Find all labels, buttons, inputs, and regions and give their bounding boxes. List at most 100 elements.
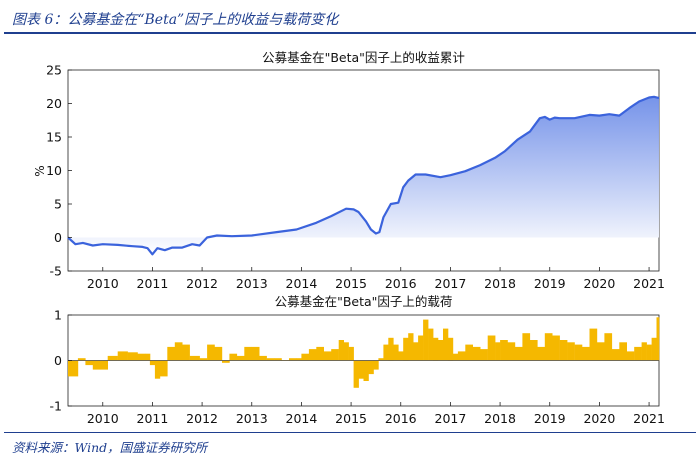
loading-bar [574, 344, 583, 361]
loading-bar [507, 342, 516, 361]
loading-bar [472, 346, 481, 361]
loading-bar [244, 346, 252, 361]
loading-bar [77, 358, 86, 361]
y-tick-label: 20 [46, 96, 62, 111]
y-tick-label: 15 [46, 130, 62, 145]
loading-bar [480, 349, 488, 361]
loading-bar [619, 342, 627, 361]
loading-bar [363, 360, 369, 381]
x-tick-label: 2016 [385, 411, 417, 426]
x-tick-label: 2012 [186, 411, 218, 426]
loading-bar [378, 358, 384, 361]
loading-chart-title: 公募基金在"Beta"因子上的载荷 [275, 294, 453, 309]
loading-bar [289, 358, 297, 361]
loading-bar [398, 351, 404, 361]
loading-bar [515, 346, 523, 361]
loading-bar [308, 349, 317, 361]
loading-axis-ticks: -1 0 1 2010 2011 2012 2013 2014 2015 2016 2017 2018… [50, 308, 665, 427]
loading-bar [68, 360, 79, 377]
loading-bar [646, 344, 652, 361]
x-tick-label: 2017 [435, 276, 467, 291]
x-tick-label: 2019 [534, 276, 566, 291]
x-tick-label: 2020 [583, 411, 615, 426]
loading-bar [413, 342, 419, 361]
loading-bar [487, 335, 496, 361]
loading-bar [544, 333, 553, 361]
figure-source: 资料来源：Wind，国盛证券研究所 [12, 440, 208, 455]
x-tick-label: 2016 [385, 276, 417, 291]
loading-bar [500, 340, 508, 361]
loading-bar [423, 319, 429, 361]
loading-bar [149, 360, 156, 366]
x-tick-label: 2015 [335, 411, 367, 426]
figure-title: 图表 6：公募基金在“Beta”因子上的收益与载荷变化 [12, 12, 339, 28]
loading-bar [236, 355, 245, 361]
loading-bar [348, 346, 354, 361]
loading-bar [373, 360, 379, 370]
loading-bar [167, 346, 175, 361]
loading-bar [259, 355, 267, 361]
loading-bar [316, 346, 324, 361]
loading-bar [199, 358, 208, 361]
loading-bar [438, 340, 444, 361]
loading-bar [589, 328, 598, 361]
x-tick-label: 2014 [286, 411, 318, 426]
x-tick-label: 2011 [137, 411, 169, 426]
return-axis-ticks: -5 0 5 10 15 20 25 2010 2011 2012 2013 2014 2015 2016… [46, 63, 665, 292]
return-area-fill [68, 96, 659, 255]
loading-bar [222, 360, 230, 363]
loading-bar [331, 349, 339, 361]
loading-bar [626, 351, 635, 361]
loading-bar [567, 342, 575, 361]
loading-bar [100, 360, 108, 370]
y-tick-label: -5 [50, 264, 62, 279]
loading-bars-layer [68, 317, 660, 388]
loading-bar [604, 333, 613, 361]
loading-bar [189, 355, 200, 361]
loading-bar [182, 344, 190, 361]
y-tick-label: 5 [54, 197, 62, 212]
loading-bar [301, 353, 310, 361]
x-tick-label: 2021 [633, 411, 665, 426]
loading-bar [651, 337, 657, 361]
loading-bar [343, 342, 349, 361]
x-tick-label: 2014 [286, 276, 318, 291]
loading-bar [368, 360, 374, 375]
loading-bar [393, 344, 399, 361]
loading-bar [127, 352, 138, 361]
loading-bar [338, 340, 344, 361]
x-tick-label: 2013 [236, 276, 268, 291]
figure-footer: 资料来源：Wind，国盛证券研究所 [4, 432, 696, 459]
x-tick-label: 2017 [435, 411, 467, 426]
loading-bar [529, 340, 538, 361]
loading-bar [408, 333, 414, 361]
y-tick-label: -1 [50, 399, 62, 414]
loading-bar [443, 328, 449, 361]
loading-bar [559, 340, 568, 361]
x-tick-label: 2019 [534, 411, 566, 426]
loading-bar [641, 342, 647, 361]
loading-bar [433, 337, 439, 361]
x-tick-label: 2020 [583, 276, 615, 291]
loading-bar [656, 317, 660, 361]
x-tick-label: 2013 [236, 411, 268, 426]
y-tick-label: 25 [46, 63, 62, 78]
loading-bar [92, 360, 101, 370]
y-tick-label: 0 [54, 353, 62, 368]
x-tick-label: 2012 [186, 276, 218, 291]
loading-bar [154, 360, 161, 379]
loading-bar [428, 328, 434, 361]
figure-header: 图表 6：公募基金在“Beta”因子上的收益与载荷变化 [4, 6, 696, 34]
x-tick-label: 2015 [335, 276, 367, 291]
loading-bar [214, 346, 223, 361]
loading-bar [174, 342, 183, 361]
loading-bar [452, 353, 459, 361]
return-series-line [67, 95, 660, 256]
loading-bar [358, 360, 364, 379]
x-tick-label: 2010 [87, 411, 119, 426]
loading-bar [159, 360, 168, 377]
loading-bar [383, 344, 389, 361]
loading-bar [611, 349, 620, 361]
loading-bar [107, 355, 118, 361]
